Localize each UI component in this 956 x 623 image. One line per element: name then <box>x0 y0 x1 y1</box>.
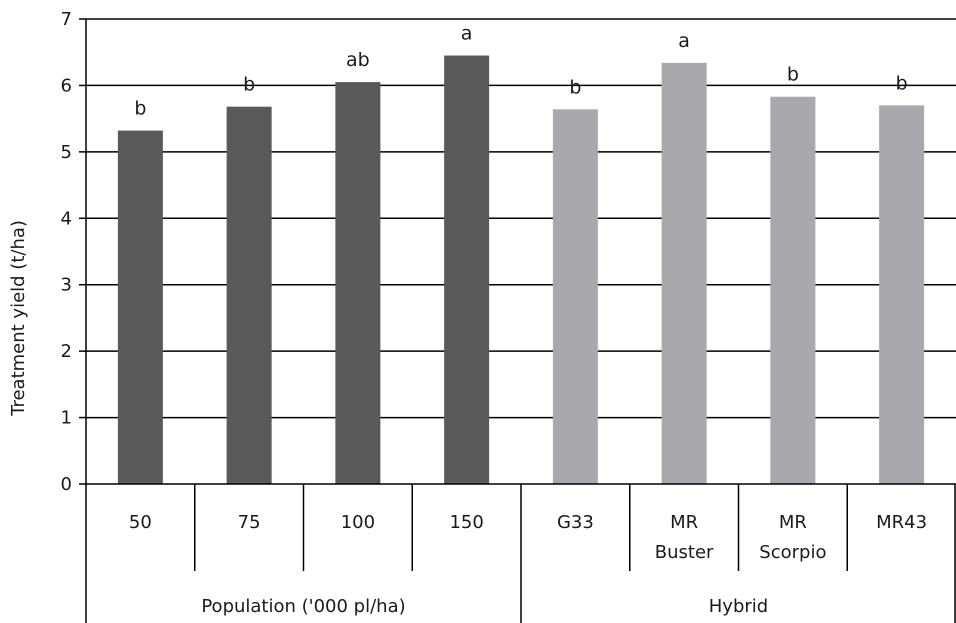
bar <box>661 62 707 484</box>
x-category-label: G33 <box>557 512 594 533</box>
x-category-labels: 50 75 100 150 G33 MR Buster MR Scorpio MR43 <box>129 512 927 563</box>
x-group-labels: Population ('000 pl/ha) Hybrid <box>201 596 768 617</box>
bar <box>552 109 598 484</box>
x-category-label: MR <box>670 512 698 533</box>
significance-letter: b <box>787 64 799 86</box>
x-category-label: Buster <box>655 542 714 563</box>
significance-letter: b <box>134 98 146 120</box>
bar <box>770 96 816 484</box>
y-tick-labels: 0 1 2 3 4 5 6 7 <box>61 9 72 495</box>
y-tick-label: 6 <box>61 75 72 96</box>
significance-letter: b <box>569 76 581 98</box>
x-category-label: 75 <box>238 512 261 533</box>
bar <box>444 55 490 485</box>
y-tick-label: 5 <box>61 142 72 163</box>
significance-letter: a <box>678 30 690 52</box>
x-group-label: Population ('000 pl/ha) <box>201 596 405 617</box>
bar <box>226 106 272 484</box>
axes <box>79 18 956 623</box>
x-category-label: 100 <box>341 512 375 533</box>
gridlines <box>86 18 956 419</box>
significance-letter: ab <box>346 49 370 71</box>
y-tick-label: 2 <box>61 341 72 362</box>
x-category-label: MR <box>779 512 807 533</box>
x-group-label: Hybrid <box>709 596 768 617</box>
y-tick-label: 7 <box>61 9 72 30</box>
x-category-label: 50 <box>129 512 152 533</box>
y-tick-label: 1 <box>61 408 72 429</box>
significance-letter: b <box>243 74 255 96</box>
significance-letter: b <box>896 72 908 94</box>
y-tick-label: 0 <box>61 474 72 495</box>
bar <box>117 130 163 484</box>
bars <box>117 55 925 485</box>
x-category-label: Scorpio <box>759 542 826 563</box>
x-category-label: MR43 <box>876 512 927 533</box>
significance-letter: a <box>461 23 473 45</box>
y-axis-label: Treatment yield (t/ha) <box>8 220 29 417</box>
bar <box>879 105 925 484</box>
bar <box>335 82 381 484</box>
x-category-label: 150 <box>449 512 483 533</box>
y-tick-label: 3 <box>61 275 72 296</box>
y-tick-label: 4 <box>61 208 72 229</box>
